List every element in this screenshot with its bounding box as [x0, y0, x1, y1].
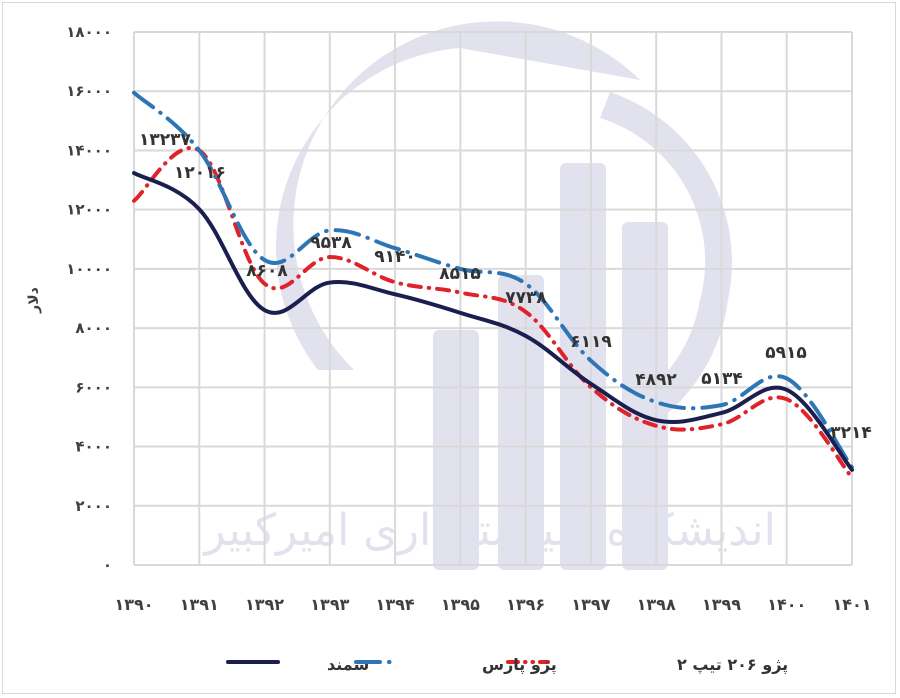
series-line-2 — [132, 146, 854, 480]
data-label: ۱۳۲۳۷ — [139, 130, 192, 150]
y-tick-label: ۱۲۰۰۰ — [66, 201, 112, 219]
x-tick-label: ۱۴۰۱ — [832, 595, 871, 614]
x-tick-label: ۱۳۹۴ — [376, 595, 415, 614]
x-tick-label: ۱۳۹۰ — [114, 595, 153, 614]
y-axis-label: دلار — [26, 287, 42, 314]
data-label: ۸۵۱۵ — [439, 264, 481, 284]
data-label: ۷۷۳۸ — [505, 288, 547, 308]
watermark-text: اندیشکده سیاستگذاری امیرکبیر — [202, 505, 776, 556]
y-tick-label: ۱۶۰۰۰ — [66, 82, 112, 100]
y-axis-ticks: ۰ ۲۰۰۰ ۴۰۰۰ ۶۰۰۰ ۸۰۰۰ ۱۰۰۰۰ ۱۲۰۰۰ ۱۴۰۰۰ ۱۶۰۰۰ ۱۸۰… — [66, 23, 112, 574]
data-label: ۳۲۱۴ — [830, 423, 872, 443]
series-line-0 — [132, 171, 854, 472]
series-line-1 — [132, 90, 854, 470]
y-tick-label: ۱۸۰۰۰ — [66, 23, 112, 41]
watermark-logo-icon — [275, 21, 732, 570]
data-label: ۶۱۱۹ — [570, 332, 612, 352]
grid-lines — [133, 31, 853, 566]
x-tick-label: ۱۳۹۸ — [637, 595, 676, 614]
legend-label-peugeot-pars: پژو پارس — [482, 655, 557, 675]
legend-label-peugeot-206: پژو ۲۰۶ تیپ ۲ — [677, 655, 788, 675]
x-axis-ticks: ۱۳۹۰ ۱۳۹۱ ۱۳۹۲ ۱۳۹۳ ۱۳۹۴ ۱۳۹۵ ۱۳۹۶ ۱۳۹۷ ۱۳۹۸ ۱۳۹۹… — [114, 595, 871, 614]
x-tick-label: ۱۳۹۵ — [441, 595, 480, 614]
data-label: ۸۶۰۸ — [246, 261, 288, 281]
data-label: ۹۱۴۰ — [374, 247, 416, 267]
x-tick-label: ۱۴۰۰ — [767, 595, 806, 614]
legend-label-samand: سمند — [327, 655, 369, 674]
x-tick-label: ۱۳۹۷ — [571, 595, 610, 614]
legend-item-samand[interactable]: سمند — [226, 655, 369, 674]
y-tick-label: ۸۰۰۰ — [75, 319, 112, 337]
data-label: ۱۲۰۱۶ — [174, 163, 226, 183]
y-tick-label: ۱۰۰۰۰ — [66, 260, 112, 278]
x-tick-label: ۱۳۹۶ — [506, 595, 545, 614]
y-tick-label: ۶۰۰۰ — [75, 378, 112, 396]
legend: پژو ۲۰۶ تیپ ۲ پژو پارس سمند — [226, 655, 788, 675]
y-tick-label: ۰ — [103, 556, 112, 574]
data-label: ۵۱۳۴ — [701, 369, 743, 389]
legend-item-peugeot-206[interactable]: پژو ۲۰۶ تیپ ۲ — [506, 655, 788, 675]
y-tick-label: ۴۰۰۰ — [75, 438, 112, 456]
series-lines — [132, 90, 854, 480]
x-tick-label: ۱۳۹۳ — [310, 595, 349, 614]
data-labels: ۱۳۲۳۷ ۱۲۰۱۶ ۸۶۰۸ ۹۵۳۸ ۹۱۴۰ ۸۵۱۵ ۷۷۳۸ ۶۱۱۹ ۴۸۹۲ ۵۱… — [139, 130, 872, 443]
data-label: ۵۹۱۵ — [765, 343, 807, 363]
x-tick-label: ۱۳۹۱ — [180, 595, 219, 614]
x-tick-label: ۱۳۹۹ — [702, 595, 741, 614]
data-label: ۹۵۳۸ — [310, 233, 352, 253]
y-tick-label: ۱۴۰۰۰ — [66, 141, 112, 159]
legend-item-peugeot-pars[interactable]: پژو پارس — [354, 655, 557, 675]
x-tick-label: ۱۳۹۲ — [245, 595, 284, 614]
data-label: ۴۸۹۲ — [635, 370, 677, 390]
y-tick-label: ۲۰۰۰ — [75, 497, 112, 515]
